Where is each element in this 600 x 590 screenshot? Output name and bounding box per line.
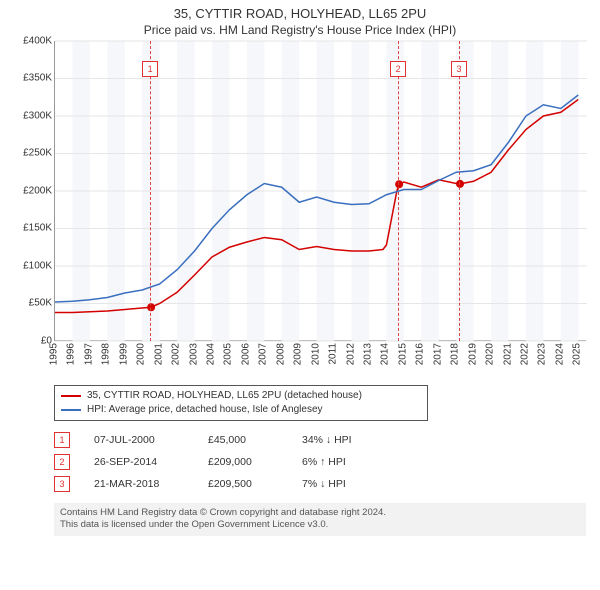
x-tick-label: 2009 [293, 343, 304, 365]
event-date: 21-MAR-2018 [94, 478, 184, 490]
legend-row: 35, CYTTIR ROAD, HOLYHEAD, LL65 2PU (det… [61, 389, 421, 403]
y-tick-label: £0 [8, 335, 52, 346]
chart-area: £0£50K£100K£150K£200K£250K£300K£350K£400… [8, 41, 592, 381]
plot-area [54, 41, 586, 341]
x-tick-label: 1996 [66, 343, 77, 365]
event-vline [150, 41, 151, 341]
event-vline [398, 41, 399, 341]
chart-subtitle: Price paid vs. HM Land Registry's House … [8, 23, 592, 37]
x-tick-label: 2001 [153, 343, 164, 365]
x-tick-label: 2013 [362, 343, 373, 365]
x-tick-label: 2015 [397, 343, 408, 365]
y-tick-label: £250K [8, 148, 52, 159]
x-tick-label: 2016 [415, 343, 426, 365]
x-tick-label: 2012 [345, 343, 356, 365]
event-delta: 6% ↑ HPI [302, 456, 392, 468]
legend-swatch [61, 395, 81, 397]
x-tick-label: 1999 [118, 343, 129, 365]
x-tick-label: 2008 [275, 343, 286, 365]
x-tick-label: 2025 [572, 343, 583, 365]
x-tick-label: 2003 [188, 343, 199, 365]
y-tick-label: £400K [8, 35, 52, 46]
event-price: £209,500 [208, 478, 278, 490]
legend-label: 35, CYTTIR ROAD, HOLYHEAD, LL65 2PU (det… [87, 389, 362, 403]
chart-title: 35, CYTTIR ROAD, HOLYHEAD, LL65 2PU [8, 6, 592, 23]
event-num-box: 1 [54, 432, 70, 448]
footer-line: This data is licensed under the Open Gov… [60, 519, 580, 531]
event-vline [459, 41, 460, 341]
x-tick-label: 2017 [432, 343, 443, 365]
event-delta: 34% ↓ HPI [302, 434, 392, 446]
legend-swatch [61, 409, 81, 411]
event-num-box: 2 [54, 454, 70, 470]
legend-label: HPI: Average price, detached house, Isle… [87, 403, 323, 417]
event-row: 1 07-JUL-2000 £45,000 34% ↓ HPI [54, 429, 592, 451]
x-tick-label: 2004 [205, 343, 216, 365]
y-tick-label: £150K [8, 223, 52, 234]
x-tick-label: 2024 [554, 343, 565, 365]
event-marker-box: 3 [451, 61, 467, 77]
x-tick-label: 2010 [310, 343, 321, 365]
x-tick-label: 2005 [223, 343, 234, 365]
x-tick-label: 2023 [537, 343, 548, 365]
x-tick-label: 2020 [485, 343, 496, 365]
event-num-box: 3 [54, 476, 70, 492]
event-delta: 7% ↓ HPI [302, 478, 392, 490]
x-tick-label: 2007 [258, 343, 269, 365]
x-tick-label: 2019 [467, 343, 478, 365]
x-tick-label: 2021 [502, 343, 513, 365]
footer-line: Contains HM Land Registry data © Crown c… [60, 507, 580, 519]
legend-box: 35, CYTTIR ROAD, HOLYHEAD, LL65 2PU (det… [54, 385, 428, 421]
event-date: 26-SEP-2014 [94, 456, 184, 468]
y-tick-label: £300K [8, 110, 52, 121]
x-tick-label: 2011 [328, 343, 339, 365]
x-tick-label: 2006 [240, 343, 251, 365]
event-date: 07-JUL-2000 [94, 434, 184, 446]
event-row: 2 26-SEP-2014 £209,000 6% ↑ HPI [54, 451, 592, 473]
chart-container: 35, CYTTIR ROAD, HOLYHEAD, LL65 2PU Pric… [0, 0, 600, 590]
x-tick-label: 2002 [171, 343, 182, 365]
event-row: 3 21-MAR-2018 £209,500 7% ↓ HPI [54, 473, 592, 495]
x-tick-label: 2014 [380, 343, 391, 365]
event-price: £45,000 [208, 434, 278, 446]
y-tick-label: £100K [8, 260, 52, 271]
y-tick-label: £350K [8, 73, 52, 84]
x-tick-label: 2000 [136, 343, 147, 365]
event-marker-box: 2 [390, 61, 406, 77]
event-marker-box: 1 [142, 61, 158, 77]
x-tick-label: 2018 [450, 343, 461, 365]
plot-svg [55, 41, 587, 341]
events-table: 1 07-JUL-2000 £45,000 34% ↓ HPI 2 26-SEP… [54, 429, 592, 495]
event-price: £209,000 [208, 456, 278, 468]
x-tick-label: 2022 [519, 343, 530, 365]
x-tick-label: 1998 [101, 343, 112, 365]
x-tick-label: 1997 [83, 343, 94, 365]
y-tick-label: £200K [8, 185, 52, 196]
y-tick-label: £50K [8, 298, 52, 309]
footer-attribution: Contains HM Land Registry data © Crown c… [54, 503, 586, 536]
legend-row: HPI: Average price, detached house, Isle… [61, 403, 421, 417]
x-tick-label: 1995 [49, 343, 60, 365]
